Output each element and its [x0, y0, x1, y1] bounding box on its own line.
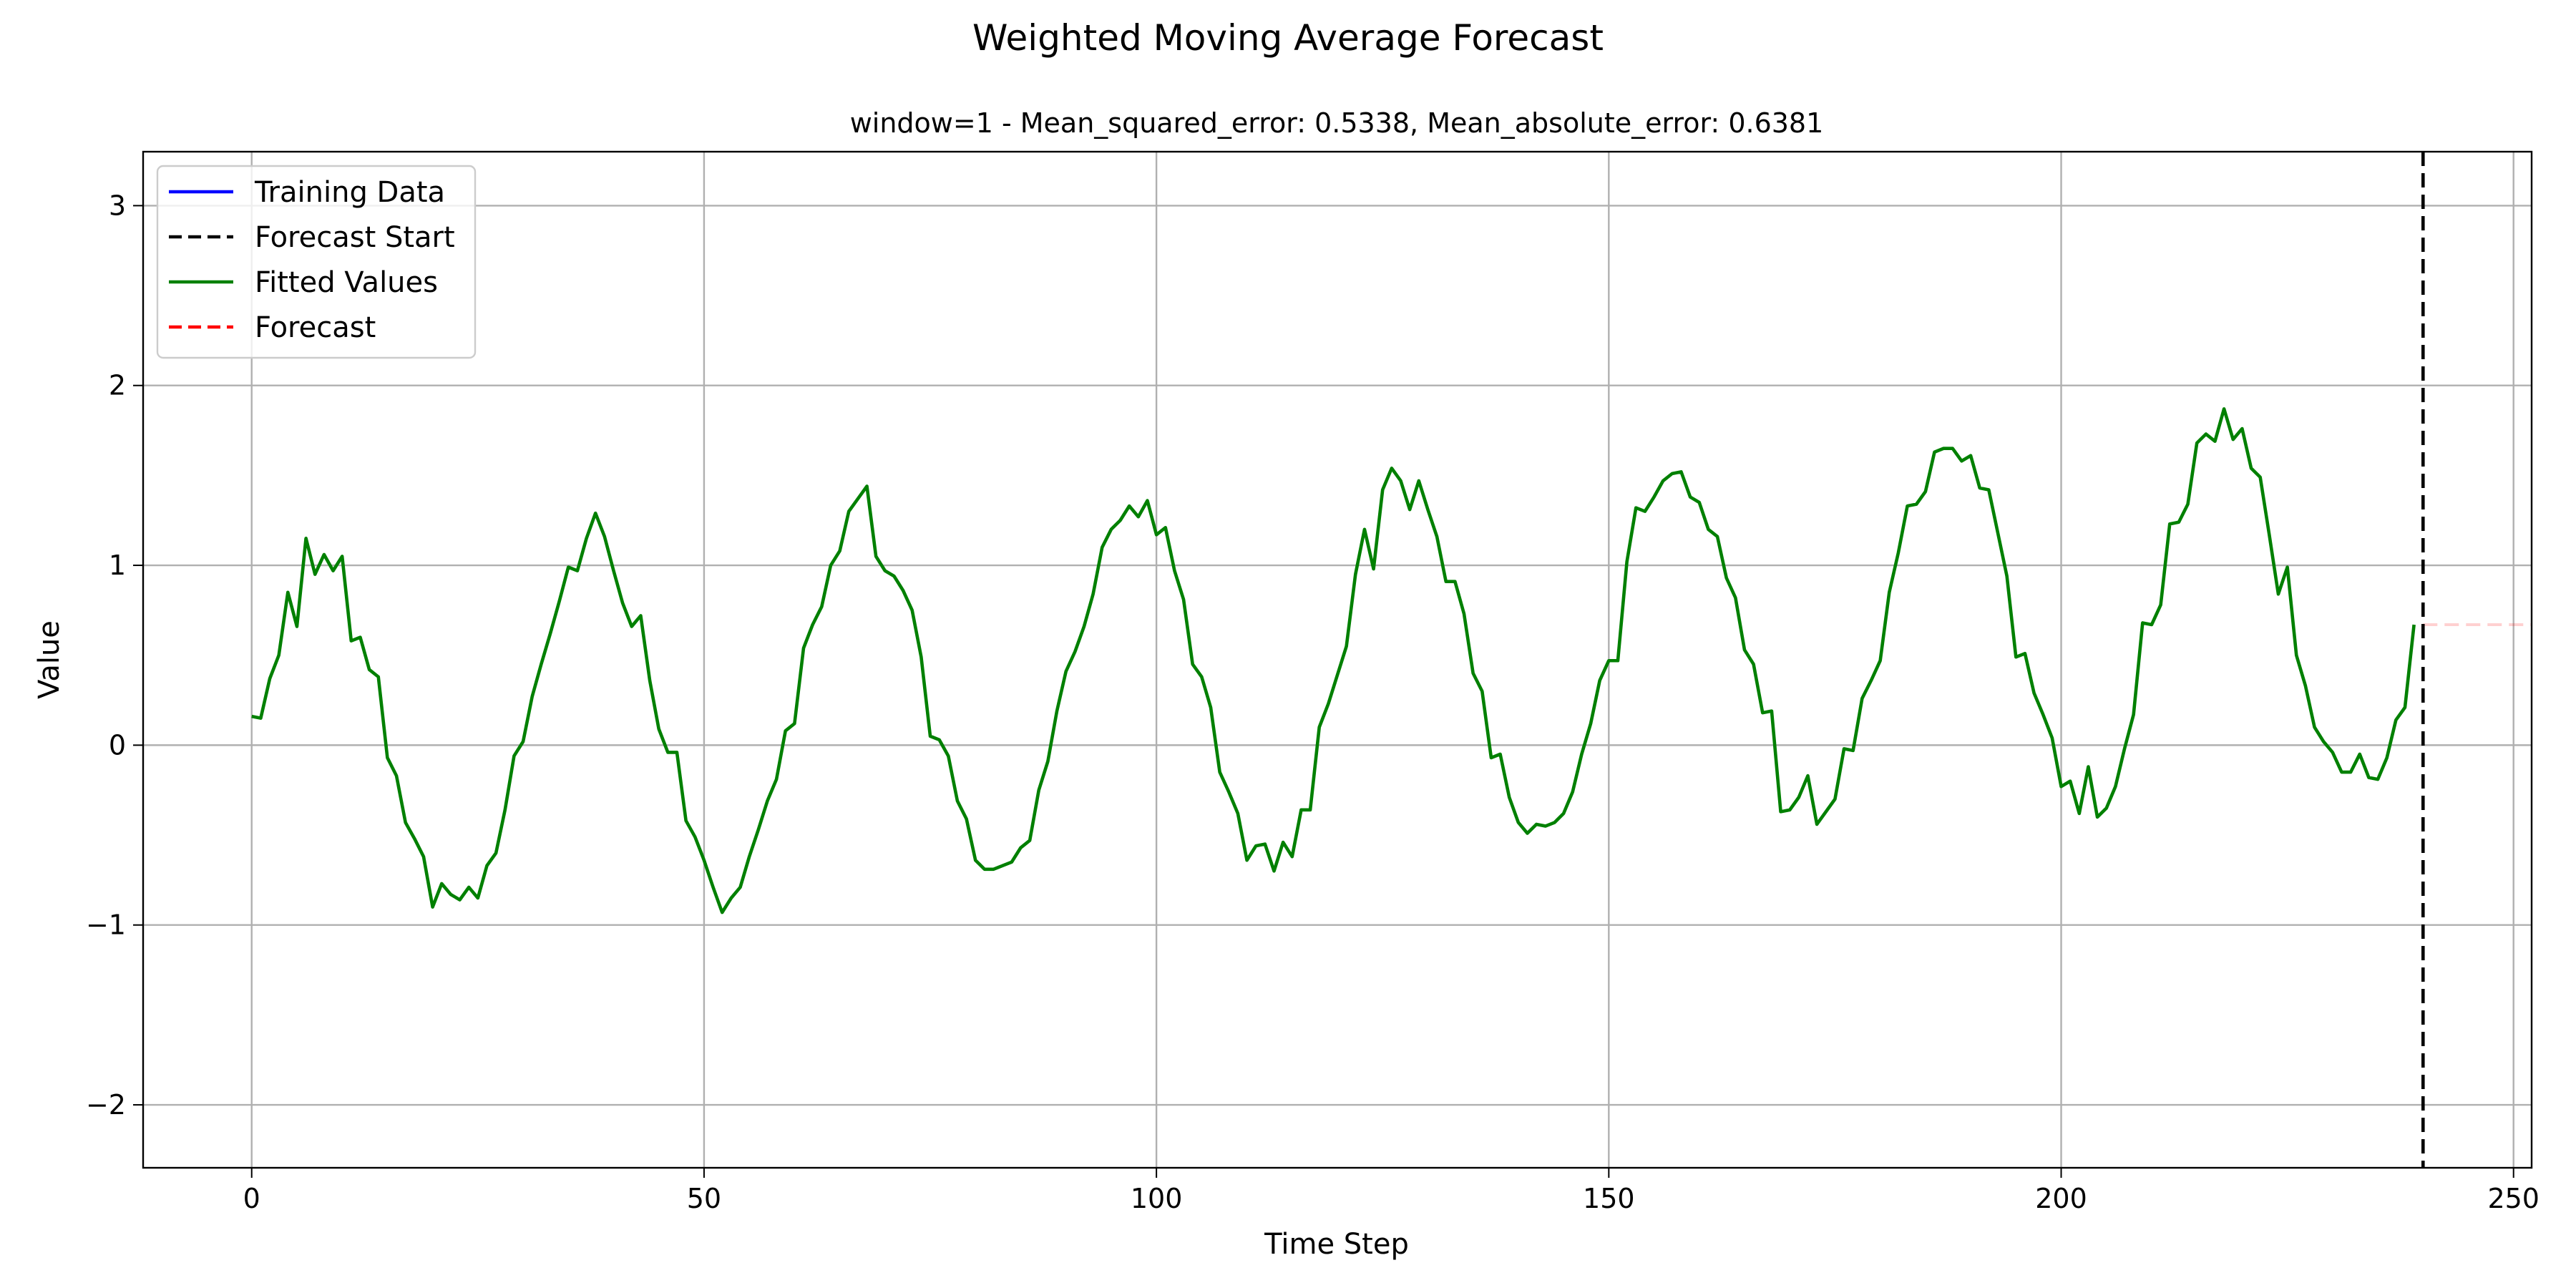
x-tick-label: 0	[243, 1183, 260, 1214]
legend-box	[156, 165, 477, 359]
fitted-values-line	[251, 407, 2416, 914]
legend: Training Data Forecast Start Fitted Values…	[156, 165, 477, 359]
y-tick-label: −1	[86, 909, 126, 941]
legend-label: Training Data	[254, 176, 445, 209]
chart-subtitle: window=1 - Mean_squared_error: 0.5338, M…	[850, 107, 1824, 139]
legend-label: Forecast Start	[255, 221, 455, 254]
x-tick-label: 50	[687, 1183, 721, 1214]
x-tick-label: 150	[1583, 1183, 1635, 1214]
y-tick-label: 3	[109, 190, 126, 221]
x-axis-label: Time Step	[1264, 1228, 1409, 1261]
plot-area	[142, 150, 2533, 1169]
y-tick-label: −2	[86, 1089, 126, 1121]
y-axis-label: Value	[33, 620, 66, 699]
y-tick-label: 2	[109, 370, 126, 401]
grid	[143, 152, 2532, 1168]
y-axis: −2 −1 0 1 2 3	[86, 190, 143, 1121]
plot-frame	[142, 150, 2533, 1169]
y-tick-label: 0	[109, 729, 126, 761]
series-layer	[251, 407, 2416, 914]
x-axis: 0 50 100 150 200 250	[243, 1168, 2540, 1214]
legend-label: Fitted Values	[255, 266, 438, 299]
legend-label: Forecast	[255, 311, 376, 344]
plot-background	[143, 152, 2532, 1168]
y-tick-label: 1	[109, 550, 126, 581]
chart-title: Weighted Moving Average Forecast	[972, 17, 1604, 59]
x-tick-label: 100	[1131, 1183, 1183, 1214]
x-tick-label: 250	[2487, 1183, 2540, 1214]
x-tick-label: 200	[2035, 1183, 2087, 1214]
